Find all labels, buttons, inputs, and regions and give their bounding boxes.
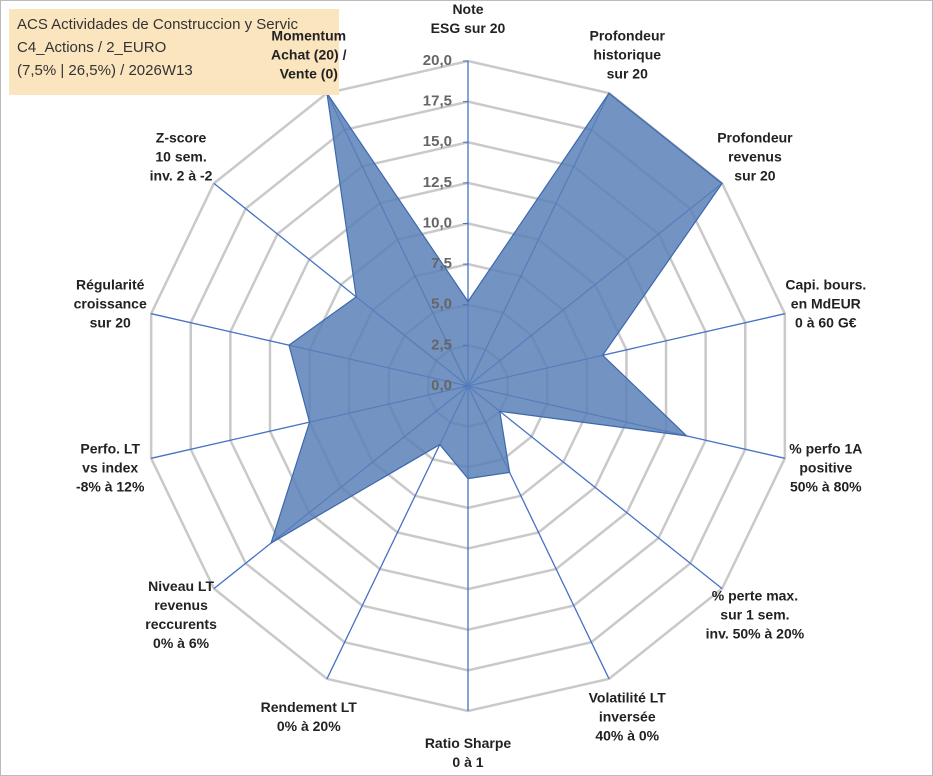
- category-label: Profondeur revenus sur 20: [717, 129, 793, 184]
- category-label: Régularité croissance sur 20: [73, 276, 147, 331]
- y-tick-label: 2,5: [431, 336, 452, 353]
- category-label: % perfo 1A positive 50% à 80%: [789, 440, 863, 495]
- y-tick-label: 17,5: [423, 93, 452, 110]
- category-label: Perfo. LT vs index -8% à 12%: [75, 440, 145, 495]
- category-label: Rendement LT 0% à 20%: [260, 698, 357, 734]
- y-tick-label: 12,5: [423, 174, 452, 191]
- title-box: ACS Actividades de Construccion y Servic…: [9, 9, 339, 95]
- axis-spoke: [467, 385, 723, 590]
- title-line: C4_Actions / 2_EURO: [17, 39, 167, 56]
- radar-area: [270, 92, 723, 545]
- category-label: Ratio Sharpe 0 à 1: [424, 735, 512, 770]
- category-label: Profondeur historique sur 20: [589, 27, 665, 82]
- y-tick-label: 0,0: [431, 377, 452, 394]
- y-tick-label: 20,0: [423, 52, 452, 69]
- category-label: Momentum Achat (20) / Vente (0): [271, 27, 347, 82]
- y-tick-label: 7,5: [431, 255, 452, 272]
- y-tick-label: 15,0: [423, 133, 452, 150]
- category-label: Capi. bours. en MdEUR 0 à 60 G€: [785, 276, 867, 331]
- category-label: Volatilité LT inversée 40% à 0%: [588, 689, 666, 744]
- category-label: Niveau LT revenus reccurents 0% à 6%: [145, 577, 217, 651]
- y-tick-label: 10,0: [423, 214, 452, 231]
- category-label: % perte max. sur 1 sem. inv. 50% à 20%: [705, 587, 805, 642]
- y-tick-label: 5,0: [431, 296, 452, 313]
- title-line: ACS Actividades de Construccion y Servic: [17, 16, 298, 33]
- category-label: Note ESG sur 20: [430, 1, 506, 36]
- title-line: (7,5% | 26,5%) / 2026W13: [17, 62, 193, 79]
- category-label: Z-score 10 sem. inv. 2 à -2: [149, 129, 213, 184]
